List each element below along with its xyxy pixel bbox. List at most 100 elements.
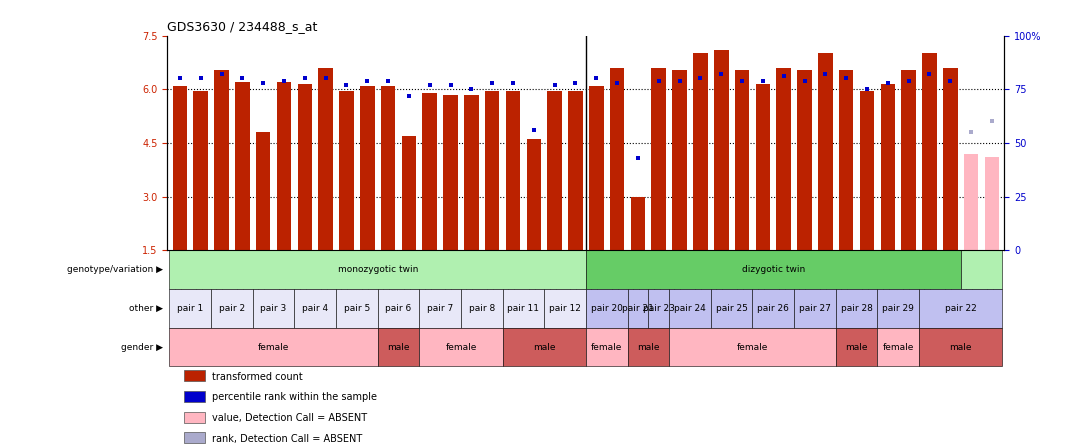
Bar [378, 289, 419, 328]
Bar [836, 289, 877, 328]
Bar [443, 95, 458, 250]
Bar [880, 84, 895, 250]
Bar [360, 86, 375, 250]
Text: pair 7: pair 7 [427, 304, 454, 313]
Bar [381, 86, 395, 250]
Bar [919, 289, 1002, 328]
Text: pair 28: pair 28 [840, 304, 873, 313]
Text: pair 20: pair 20 [591, 304, 623, 313]
Bar [777, 68, 791, 250]
Text: gender ▶: gender ▶ [121, 342, 163, 352]
Bar [711, 289, 753, 328]
Bar [184, 412, 205, 423]
Bar [631, 197, 645, 250]
Bar [586, 328, 627, 366]
Bar [256, 132, 270, 250]
Bar [461, 289, 502, 328]
Text: genotype/variation ▶: genotype/variation ▶ [67, 265, 163, 274]
Text: pair 4: pair 4 [302, 304, 328, 313]
Bar [714, 50, 729, 250]
Bar [610, 68, 624, 250]
Bar [673, 70, 687, 250]
Text: GDS3630 / 234488_s_at: GDS3630 / 234488_s_at [167, 20, 318, 33]
Bar [818, 53, 833, 250]
Bar [235, 82, 249, 250]
Bar [336, 289, 378, 328]
Bar [922, 53, 936, 250]
Bar [794, 289, 836, 328]
Text: male: male [949, 342, 972, 352]
Bar [753, 289, 794, 328]
Bar [670, 289, 711, 328]
Bar [693, 53, 707, 250]
Bar [170, 328, 378, 366]
Text: pair 22: pair 22 [945, 304, 976, 313]
Bar [193, 91, 208, 250]
Bar [464, 95, 478, 250]
Bar [963, 154, 978, 250]
Text: pair 21: pair 21 [622, 304, 653, 313]
Text: female: female [258, 342, 289, 352]
Bar [651, 68, 666, 250]
Text: male: male [637, 342, 660, 352]
Bar [877, 289, 919, 328]
Bar [253, 289, 295, 328]
Text: pair 23: pair 23 [643, 304, 675, 313]
Text: male: male [846, 342, 868, 352]
Bar [586, 289, 627, 328]
Bar [402, 136, 416, 250]
Text: value, Detection Call = ABSENT: value, Detection Call = ABSENT [212, 413, 367, 423]
Bar [319, 68, 333, 250]
Text: pair 26: pair 26 [757, 304, 789, 313]
Bar [173, 86, 187, 250]
Bar [502, 289, 544, 328]
Bar [339, 91, 354, 250]
Text: female: female [737, 342, 768, 352]
Text: pair 11: pair 11 [508, 304, 539, 313]
Bar [170, 250, 585, 289]
Text: male: male [534, 342, 555, 352]
Bar [734, 70, 750, 250]
Bar [627, 328, 670, 366]
Bar [422, 93, 437, 250]
Text: female: female [445, 342, 476, 352]
Bar [797, 70, 812, 250]
Bar [548, 91, 562, 250]
Bar [211, 289, 253, 328]
Bar [505, 91, 521, 250]
Text: percentile rank within the sample: percentile rank within the sample [212, 392, 377, 402]
Bar [985, 157, 999, 250]
Bar [214, 70, 229, 250]
Bar [756, 84, 770, 250]
Text: transformed count: transformed count [212, 372, 302, 382]
Bar [170, 289, 211, 328]
Bar [295, 289, 336, 328]
Text: male: male [388, 342, 409, 352]
Bar [544, 289, 585, 328]
Bar [419, 328, 502, 366]
Text: rank, Detection Call = ABSENT: rank, Detection Call = ABSENT [212, 433, 362, 444]
Text: pair 27: pair 27 [799, 304, 831, 313]
Text: other ▶: other ▶ [130, 304, 163, 313]
Bar [589, 86, 604, 250]
Bar [877, 328, 919, 366]
Bar [297, 84, 312, 250]
Text: pair 25: pair 25 [716, 304, 747, 313]
Text: pair 1: pair 1 [177, 304, 203, 313]
Text: pair 5: pair 5 [343, 304, 370, 313]
Bar [919, 328, 1002, 366]
Bar [568, 91, 583, 250]
Bar [276, 82, 292, 250]
Text: pair 2: pair 2 [219, 304, 245, 313]
Bar [485, 91, 499, 250]
Text: female: female [591, 342, 622, 352]
Bar [527, 139, 541, 250]
Bar [419, 289, 461, 328]
Text: dizygotic twin: dizygotic twin [742, 265, 805, 274]
Bar [670, 328, 836, 366]
Text: pair 3: pair 3 [260, 304, 286, 313]
Text: pair 12: pair 12 [549, 304, 581, 313]
Bar [378, 328, 419, 366]
Bar [860, 91, 875, 250]
Bar [943, 68, 958, 250]
